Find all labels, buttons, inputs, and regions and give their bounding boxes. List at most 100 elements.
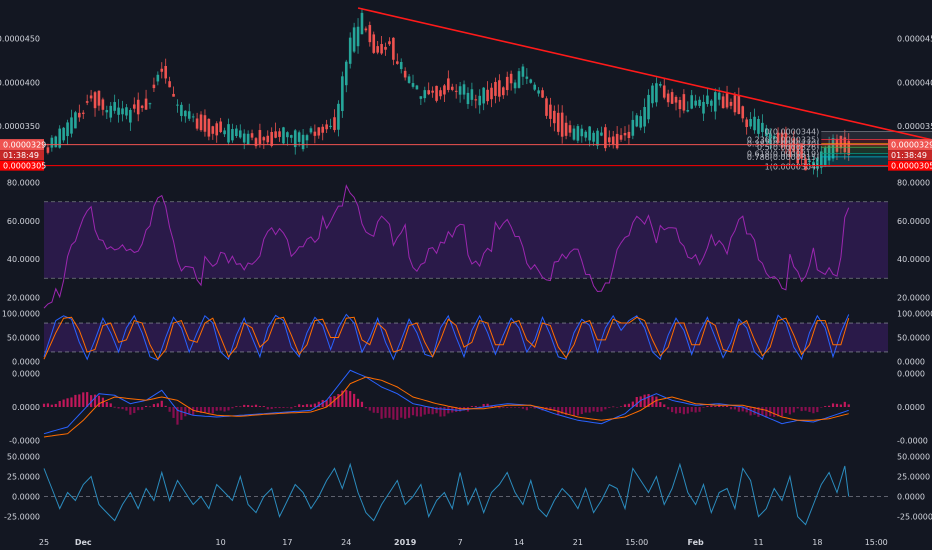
momentum-axis-tick-left: 50.0000 bbox=[7, 452, 40, 461]
macd-histogram-bar bbox=[309, 404, 313, 407]
price-pane[interactable]: 0.0000450 0.0000450 0.0000400 0.0000400 0.00… bbox=[0, 7, 932, 178]
momentum-axis-tick-left: 0.0000 bbox=[12, 493, 40, 502]
stoch-axis-tick-left: 100.0000 bbox=[2, 309, 40, 318]
macd-histogram-bar bbox=[828, 405, 831, 407]
candle-body bbox=[761, 122, 764, 133]
momentum-pane[interactable]: 50.0000 50.0000 25.0000 25.0000 0.0000 0.0000… bbox=[4, 452, 932, 526]
candle-body bbox=[113, 102, 116, 111]
macd-histogram-bar bbox=[753, 407, 756, 415]
candle-body bbox=[58, 128, 62, 148]
candle-body bbox=[568, 125, 572, 133]
macd-histogram-bar bbox=[364, 407, 367, 409]
candle-body bbox=[415, 85, 419, 90]
macd-histogram-bar bbox=[474, 406, 477, 407]
macd-histogram-bar bbox=[404, 407, 407, 419]
macd-histogram-bar bbox=[506, 407, 509, 408]
macd-histogram-bar bbox=[376, 407, 379, 414]
candle-body bbox=[258, 130, 262, 144]
candle-body bbox=[199, 114, 203, 131]
stoch-rsi-pane[interactable]: 100.0000 100.0000 50.0000 50.0000 0.0000 0.00… bbox=[2, 309, 932, 366]
candle-body bbox=[780, 132, 784, 148]
macd-histogram-bar bbox=[800, 407, 803, 412]
candle-body bbox=[403, 70, 407, 78]
stoch-axis-tick-right: 0.0000 bbox=[897, 358, 925, 367]
macd-histogram-bar bbox=[262, 406, 265, 407]
rsi-axis-tick-right: 20.0000 bbox=[897, 293, 930, 302]
candle-body bbox=[847, 140, 851, 155]
candle-body bbox=[804, 158, 807, 171]
macd-histogram-bar bbox=[235, 406, 238, 407]
macd-histogram-bar bbox=[757, 407, 760, 417]
candle-body bbox=[89, 95, 93, 99]
macd-histogram-bar bbox=[172, 407, 175, 418]
macd-histogram-bar bbox=[659, 402, 662, 407]
macd-histogram-bar bbox=[278, 407, 281, 409]
stoch-axis-tick-left: 50.0000 bbox=[7, 334, 40, 343]
macd-histogram-bar bbox=[702, 407, 705, 408]
candle-body bbox=[553, 110, 556, 124]
candle-body bbox=[81, 112, 85, 114]
macd-histogram-bar bbox=[776, 407, 780, 417]
stoch-k-line bbox=[43, 313, 850, 361]
fib-level-label: 0.236(0.0000335) bbox=[747, 135, 819, 144]
stoch-axis-tick-right: 50.0000 bbox=[897, 334, 930, 343]
candle-body bbox=[635, 115, 639, 127]
time-axis-label: Feb bbox=[687, 538, 704, 547]
macd-histogram-bar bbox=[141, 407, 144, 410]
candle-body bbox=[564, 122, 568, 136]
macd-pane[interactable]: 0.0000 0.0000 0.0000 0.0000 -0.0000 -0.0000 bbox=[9, 370, 928, 446]
momentum-axis-tick-right: -25.0000 bbox=[897, 513, 932, 522]
fib-level-label: 0(0.0000344) bbox=[765, 127, 820, 136]
candle-body bbox=[710, 100, 713, 106]
macd-histogram-bar bbox=[812, 407, 815, 414]
macd-histogram-bar bbox=[478, 406, 481, 408]
candle-body bbox=[297, 132, 301, 142]
candle-body bbox=[556, 112, 560, 132]
candle-body bbox=[729, 101, 733, 106]
trendline[interactable] bbox=[357, 7, 932, 161]
fib-zone bbox=[821, 156, 932, 167]
candle-body bbox=[187, 111, 191, 119]
candle-body bbox=[560, 112, 564, 137]
macd-histogram-bar bbox=[600, 407, 603, 412]
macd-histogram-bar bbox=[62, 399, 65, 407]
macd-axis-tick-right: 0.0000 bbox=[897, 403, 925, 412]
macd-histogram-bar bbox=[804, 407, 807, 411]
price-axis-tick-left: 0.0000350 bbox=[0, 122, 40, 131]
candle-body bbox=[290, 135, 293, 138]
countdown-tag-left bbox=[0, 150, 44, 161]
candle-body bbox=[494, 81, 497, 96]
price-tag-right bbox=[888, 139, 932, 151]
candle-body bbox=[607, 137, 611, 143]
macd-histogram-bar bbox=[360, 401, 364, 407]
candle-body bbox=[172, 93, 175, 97]
candle-body bbox=[662, 85, 666, 98]
macd-histogram-bar bbox=[525, 407, 528, 411]
candle-body bbox=[576, 126, 580, 141]
candle-body bbox=[482, 87, 485, 104]
macd-histogram-bar bbox=[553, 407, 556, 411]
macd-histogram-bar bbox=[780, 407, 784, 417]
macd-histogram-bar bbox=[188, 407, 191, 415]
candle-body bbox=[674, 96, 678, 103]
candle-body bbox=[235, 128, 238, 137]
candle-body bbox=[517, 71, 521, 88]
macd-histogram-bar bbox=[517, 407, 521, 408]
macd-histogram-bar bbox=[176, 407, 179, 425]
rsi-pane[interactable]: 80.0000 80.0000 60.0000 60.0000 40.0000 40.00… bbox=[7, 179, 930, 309]
candle-body bbox=[678, 100, 682, 110]
macd-histogram-bar bbox=[796, 407, 799, 409]
macd-histogram-bar bbox=[294, 406, 297, 407]
macd-histogram-bar bbox=[270, 407, 273, 409]
candle-body bbox=[600, 132, 603, 136]
macd-histogram-bar bbox=[274, 407, 277, 409]
candle-body bbox=[819, 151, 823, 168]
price-axis-tick-right: 0.0000350 bbox=[897, 122, 932, 131]
candle-body bbox=[478, 95, 482, 106]
candle-body bbox=[702, 101, 705, 114]
candle-body bbox=[454, 90, 458, 92]
candle-body bbox=[659, 83, 662, 86]
time-axis[interactable]: 25 Dec 10 17 24 2019 7 14 21 15:00 Feb 11 18 15:00 bbox=[39, 538, 888, 547]
macd-histogram-bar bbox=[568, 407, 572, 414]
